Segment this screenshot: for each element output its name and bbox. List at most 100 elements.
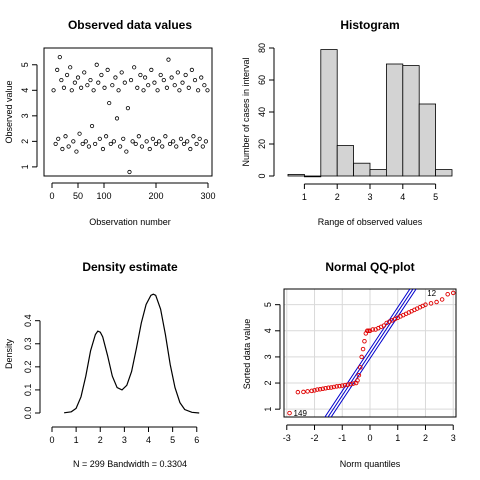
panel-histogram: Histogram Range of observed values Numbe… — [241, 18, 453, 227]
panel3-xtick-label-2: 2 — [98, 435, 103, 445]
panel1-point-90 — [191, 134, 196, 139]
panel4-point-28 — [364, 328, 370, 334]
panel2-xlabel: Range of observed values — [318, 217, 423, 227]
panel4-point-7 — [317, 387, 323, 392]
panel4-point-51 — [428, 301, 434, 306]
panel4-ylabel: Sorted data value — [242, 319, 252, 390]
panel-density: Density estimate N = 299 Bandwidth = 0.3… — [4, 260, 199, 469]
panel1-point-35 — [105, 67, 110, 72]
panel2-xtick-label-2: 3 — [367, 192, 372, 202]
histogram-bar-4 — [353, 162, 371, 177]
panel4-ytick-label-2: 3 — [263, 354, 273, 359]
panel1-points — [51, 55, 210, 175]
panel1-point-26 — [91, 88, 96, 93]
panel4-point-12 — [331, 384, 337, 390]
panel4-point-14 — [337, 383, 342, 389]
panel1-point-88 — [188, 146, 193, 152]
histogram-bar-2 — [320, 49, 338, 177]
panel1-point-22 — [85, 83, 90, 88]
panel4-point-18 — [348, 381, 353, 387]
panel1-point-9 — [64, 72, 70, 78]
panel1-xtick-label-2: 100 — [96, 191, 111, 201]
panel1-point-63 — [149, 67, 154, 72]
panel1-point-57 — [139, 144, 145, 149]
panel4-point-19 — [351, 381, 356, 386]
panel4-point-2 — [301, 389, 306, 395]
histogram-bar-6 — [385, 63, 404, 177]
panel1-point-20 — [82, 70, 87, 75]
panel1-point-43 — [118, 144, 123, 149]
panel1-point-68 — [157, 139, 162, 144]
panel1-ticks: 0 50 100 200 300 1 2 3 4 5 — [20, 62, 216, 201]
panel1-point-74 — [166, 57, 171, 62]
panel3-xtick-label-1: 1 — [74, 435, 79, 445]
panel2-bars — [287, 49, 453, 178]
panel4-ticks: -3 -2 -1 0 1 2 3 1 2 3 4 5 — [263, 302, 456, 443]
panel1-ytick-label-3: 4 — [20, 88, 30, 93]
histogram-bar-0 — [287, 173, 305, 177]
panel1-point-70 — [160, 144, 165, 149]
panel-observed-values: Observed data values Observation number … — [4, 18, 216, 227]
panel1-point-98 — [203, 139, 209, 144]
panel1-point-40 — [113, 75, 118, 80]
panel1-point-54 — [135, 85, 140, 90]
histogram-bar-5 — [369, 169, 387, 177]
panel1-point-4 — [57, 55, 62, 60]
panel1-point-83 — [180, 80, 185, 85]
panel1-point-36 — [107, 100, 112, 106]
panel1-point-73 — [164, 85, 170, 90]
panel1-point-50 — [128, 77, 134, 83]
panel4-ytick-label-3: 4 — [263, 328, 273, 333]
panel4-point-3 — [305, 389, 310, 394]
panel1-point-75 — [167, 141, 173, 147]
panel1-point-56 — [138, 72, 143, 78]
panel1-point-79 — [174, 144, 179, 149]
panel1-point-81 — [177, 88, 182, 93]
panel4-ytick-label-1: 2 — [263, 381, 273, 386]
panel4-point-13 — [334, 384, 339, 389]
panel1-point-16 — [75, 75, 81, 80]
histogram-bar-3 — [336, 145, 355, 177]
panel4-point-1 — [295, 389, 301, 395]
panel1-point-27 — [93, 141, 98, 147]
panel4-reference-lines — [324, 289, 417, 417]
panel4-point-11 — [328, 385, 334, 390]
panel3-xlabel: N = 299 Bandwidth = 0.3304 — [73, 459, 187, 469]
panel1-point-48 — [125, 106, 131, 111]
panel4-point-10 — [326, 385, 331, 390]
panel3-ytick-label-0: 0.0 — [23, 407, 33, 420]
panel4-point-29 — [366, 328, 371, 334]
panel1-point-93 — [196, 88, 201, 93]
panel2-title: Histogram — [340, 18, 399, 32]
panel1-point-64 — [150, 136, 155, 141]
panel4-xtick-label-4: 1 — [395, 433, 400, 443]
panel3-ytick-label-3: 0.3 — [23, 338, 33, 351]
panel1-point-71 — [161, 77, 166, 83]
panel2-ytick-label-1: 20 — [257, 139, 267, 149]
panel1-point-89 — [189, 67, 194, 72]
panel1-point-25 — [89, 123, 95, 129]
panel1-point-96 — [200, 144, 205, 149]
panel4-point-52 — [434, 299, 439, 305]
panel1-point-31 — [99, 72, 104, 78]
panel4-title: Normal QQ-plot — [325, 260, 414, 274]
panel4-xtick-label-1: -2 — [311, 433, 319, 443]
panel4-point-16 — [342, 382, 348, 388]
panel4-point-31 — [370, 327, 376, 332]
panel2-ylabel: Number of cases in interval — [241, 57, 251, 166]
panel2-xtick-label-3: 4 — [400, 192, 405, 202]
panel4-point-50 — [423, 302, 428, 307]
panel1-point-21 — [83, 139, 88, 144]
panel1-title: Observed data values — [68, 18, 192, 32]
panel1-point-24 — [88, 77, 93, 83]
panel3-xtick-label-0: 0 — [49, 435, 54, 445]
panel2-xtick-label-4: 5 — [433, 192, 438, 202]
panel2-ticks: 1 2 3 4 5 0 20 40 60 80 — [257, 43, 438, 202]
panel1-point-32 — [100, 146, 106, 152]
panel1-point-0 — [51, 88, 56, 93]
panel1-xtick-label-1: 50 — [73, 191, 83, 201]
panel1-frame — [43, 47, 213, 177]
panel4-xtick-label-3: 0 — [367, 433, 372, 443]
panel3-xtick-label-3: 3 — [122, 435, 127, 445]
